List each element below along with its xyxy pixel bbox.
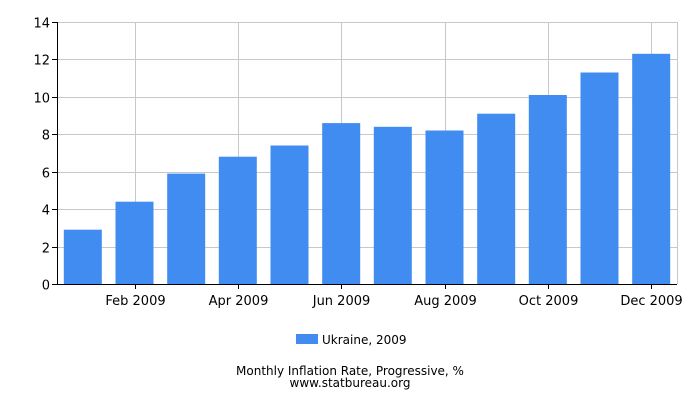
- y-tick-label: 10: [33, 92, 50, 107]
- bar: [167, 173, 206, 284]
- y-tick-label: 4: [42, 204, 50, 219]
- legend-label: Ukraine, 2009: [322, 333, 407, 347]
- plot-area: [57, 22, 677, 284]
- bar: [632, 53, 671, 284]
- x-axis-tick-labels: Feb 2009 Apr 2009 Jun 2009 Aug 2009 Oct 2009…: [105, 294, 682, 309]
- horizontal-gridlines: [57, 22, 677, 248]
- y-tick-label: 14: [33, 17, 50, 32]
- bar: [528, 95, 567, 284]
- y-tick-label: 6: [42, 167, 50, 182]
- y-tick-label: 2: [42, 242, 50, 257]
- bar: [425, 130, 464, 284]
- axes: [52, 22, 677, 289]
- legend: Ukraine, 2009: [296, 333, 407, 347]
- bar: [63, 229, 102, 284]
- bar: [270, 145, 309, 284]
- bar: [477, 113, 516, 284]
- source-caption: www.statbureau.org: [290, 376, 411, 390]
- bar: [373, 126, 412, 284]
- x-tick-label: Jun 2009: [312, 294, 371, 309]
- bar: [580, 72, 619, 284]
- bar: [115, 201, 154, 284]
- bar: [322, 123, 361, 284]
- y-axis-tick-labels: 0 2 4 6 8 10 12 14: [33, 17, 50, 294]
- x-tick-label: Dec 2009: [620, 294, 682, 309]
- x-tick-label: Oct 2009: [519, 294, 579, 309]
- chart-caption: Monthly Inflation Rate, Progressive, %: [236, 364, 464, 378]
- x-tick-label: Aug 2009: [414, 294, 477, 309]
- x-tick-label: Apr 2009: [209, 294, 269, 309]
- y-tick-label: 0: [42, 279, 50, 294]
- legend-swatch: [296, 334, 318, 344]
- bar: [218, 156, 257, 284]
- y-tick-label: 12: [33, 54, 50, 69]
- y-tick-label: 8: [42, 129, 50, 144]
- bar-series: [63, 53, 671, 284]
- x-tick-label: Feb 2009: [105, 294, 165, 309]
